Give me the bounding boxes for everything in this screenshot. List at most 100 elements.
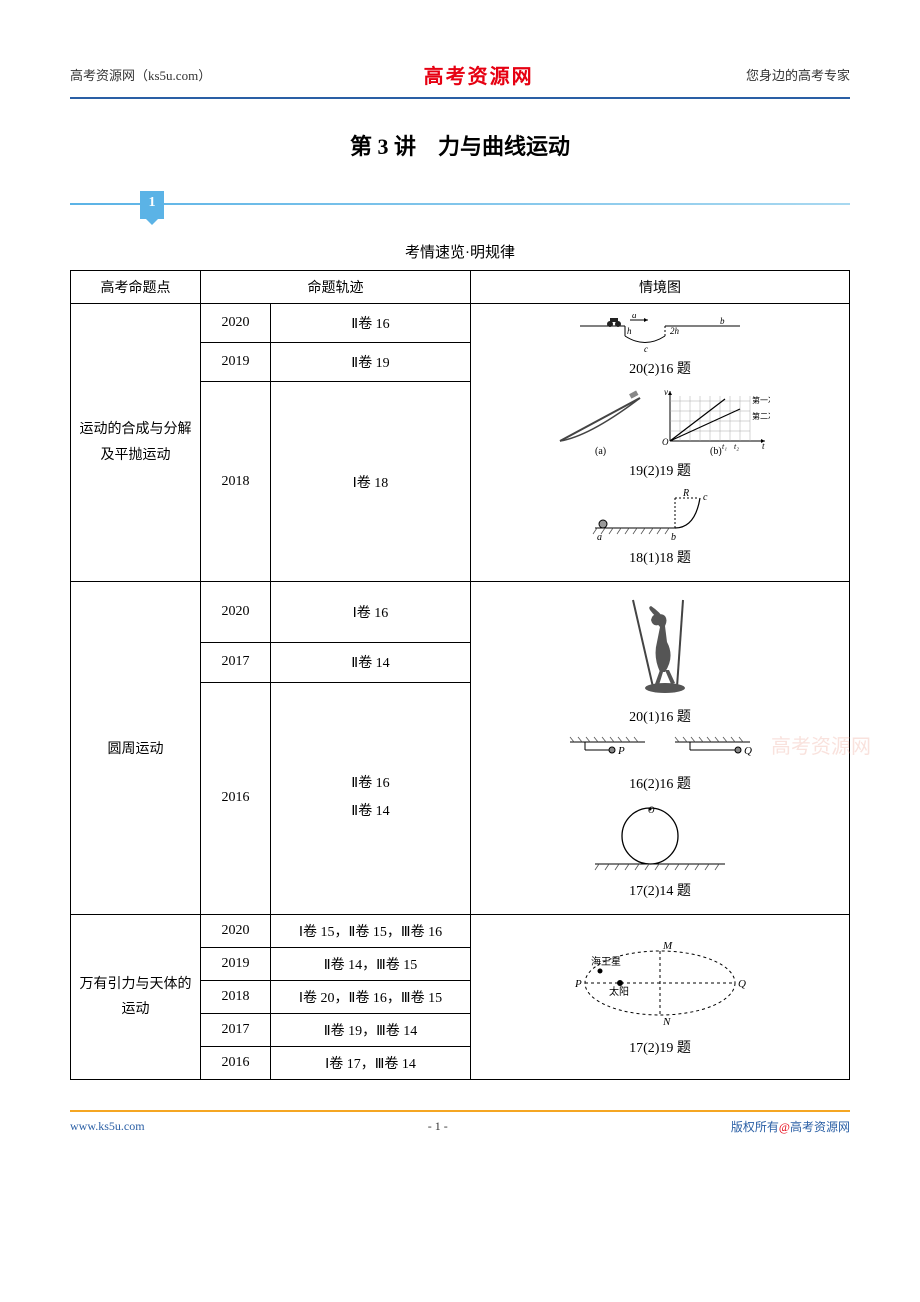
year-cell: 2019: [201, 948, 271, 981]
year-cell: 2016: [201, 1047, 271, 1080]
diagram-caption: 16(2)16 题: [479, 773, 841, 793]
label-line1: 第一次: [752, 395, 770, 405]
exam-trend-table: 高考命题点 命题轨迹 情境图 运动的合成与分解及平抛运动 2020 Ⅱ卷 16: [70, 270, 850, 1080]
trace-cell: Ⅱ卷 14: [271, 642, 471, 682]
label-b: b: [720, 316, 725, 326]
trace-cell: Ⅰ卷 16: [271, 582, 471, 643]
diagram-caption: 18(1)18 题: [479, 547, 841, 567]
label-v: v: [664, 387, 668, 397]
diagram-cell: 海王星 太阳 P Q M N 17(2)19 题: [471, 915, 850, 1080]
label-a: a: [632, 314, 637, 320]
label-M: M: [662, 940, 673, 952]
label-c: c: [644, 344, 648, 354]
year-cell: 2019: [201, 343, 271, 382]
year-cell: 2018: [201, 382, 271, 582]
circle-ground-svg: O: [585, 801, 735, 876]
page-footer: www.ks5u.com - 1 - 版权所有@高考资源网: [70, 1110, 850, 1135]
watermark: 高考资源网: [771, 730, 871, 759]
label-a: a: [597, 532, 602, 543]
diagram-caption: 19(2)19 题: [479, 460, 841, 480]
year-cell: 2017: [201, 1014, 271, 1047]
trace-cell: Ⅰ卷 20，Ⅱ卷 16，Ⅲ卷 15: [271, 981, 471, 1014]
girl-swing-svg: [605, 592, 715, 702]
table-row: 运动的合成与分解及平抛运动 2020 Ⅱ卷 16: [71, 304, 850, 343]
footer-copyright: 版权所有@高考资源网: [731, 1118, 850, 1135]
page-header: 高考资源网（ks5u.com） 高考资源网 您身边的高考专家: [70, 60, 850, 99]
step-marker: 1: [70, 191, 850, 231]
footer-url: www.ks5u.com: [70, 1119, 145, 1134]
header-left-text: 高考资源网（ks5u.com）: [70, 65, 211, 84]
diagram-ceiling-pendulums: P Q 高考资源网 16(2)16 题: [479, 734, 841, 793]
label-t1: t₁: [722, 442, 727, 451]
label-O: O: [662, 437, 669, 447]
ramp-curve-svg: R c a b: [585, 488, 735, 543]
label-line2: 第二次: [752, 411, 770, 421]
footer-at-symbol: @: [779, 1120, 790, 1134]
label-b: b: [671, 532, 676, 543]
diagram-caption: 17(2)19 题: [479, 1037, 841, 1057]
step-line: [70, 203, 850, 205]
year-cell: 2020: [201, 582, 271, 643]
label-neptune: 海王星: [591, 955, 621, 968]
topic-cell: 运动的合成与分解及平抛运动: [71, 304, 201, 582]
trace-cell: Ⅰ卷 17，Ⅲ卷 14: [271, 1047, 471, 1080]
trace-cell: Ⅱ卷 19: [271, 343, 471, 382]
col-header-topic: 高考命题点: [71, 271, 201, 304]
table-header-row: 高考命题点 命题轨迹 情境图: [71, 271, 850, 304]
diagram-girl-swing: 20(1)16 题: [479, 592, 841, 726]
header-logo: 高考资源网: [424, 60, 534, 89]
label-c: c: [703, 492, 708, 503]
year-cell: 2020: [201, 915, 271, 948]
diagram-caption: 17(2)14 题: [479, 880, 841, 900]
motorcycle-pit-svg: a h 2h b c: [570, 314, 750, 354]
label-b-sub: (b): [710, 446, 722, 456]
footer-right-suffix: 高考资源网: [790, 1120, 850, 1134]
label-Q: Q: [744, 745, 752, 757]
year-cell: 2020: [201, 304, 271, 343]
diagram-ramp-curve: R c a b 18(1)18 题: [479, 488, 841, 567]
label-Q: Q: [738, 978, 746, 990]
incline-graph-svg: (a): [550, 386, 770, 456]
header-right-text: 您身边的高考专家: [746, 65, 850, 84]
label-N: N: [662, 1016, 671, 1028]
trace-cell: Ⅱ卷 14，Ⅲ卷 15: [271, 948, 471, 981]
ellipse-orbit-svg: 海王星 太阳 P Q M N: [565, 933, 755, 1033]
trace-cell: Ⅱ卷 16 Ⅱ卷 14: [271, 682, 471, 914]
footer-page-number: - 1 -: [428, 1119, 448, 1134]
table-row: 万有引力与天体的运动 2020 Ⅰ卷 15，Ⅱ卷 15，Ⅲ卷 16 海王星 太阳: [71, 915, 850, 948]
table-row: 圆周运动 2020 Ⅰ卷 16: [71, 582, 850, 643]
label-P: P: [574, 978, 582, 990]
topic-cell: 万有引力与天体的运动: [71, 915, 201, 1080]
trace-cell: Ⅱ卷 16: [271, 304, 471, 343]
diagram-incline-graph: (a): [479, 386, 841, 480]
trace-cell: Ⅰ卷 15，Ⅱ卷 15，Ⅲ卷 16: [271, 915, 471, 948]
diagram-caption: 20(1)16 题: [479, 706, 841, 726]
label-t: t: [762, 441, 765, 451]
trace-cell: Ⅱ卷 19，Ⅲ卷 14: [271, 1014, 471, 1047]
page-container: 高考资源网（ks5u.com） 高考资源网 您身边的高考专家 第 3 讲 力与曲…: [0, 0, 920, 1175]
year-cell: 2016: [201, 682, 271, 914]
topic-cell: 圆周运动: [71, 582, 201, 915]
footer-right-prefix: 版权所有: [731, 1120, 779, 1134]
label-a-sub: (a): [595, 446, 606, 456]
diagram-motorcycle-pit: a h 2h b c 20(2)16 题: [479, 314, 841, 378]
label-P: P: [617, 745, 625, 757]
col-header-diagram: 情境图: [471, 271, 850, 304]
section-subtitle: 考情速览·明规律: [70, 241, 850, 262]
trace-cell: Ⅰ卷 18: [271, 382, 471, 582]
diagram-circle-ground: O 17(2)14 题: [479, 801, 841, 900]
label-sun: 太阳: [609, 985, 629, 998]
diagram-caption: 20(2)16 题: [479, 358, 841, 378]
label-h2: 2h: [670, 326, 680, 336]
label-t2: t₂: [734, 442, 739, 451]
year-cell: 2017: [201, 642, 271, 682]
step-number-badge: 1: [140, 191, 164, 219]
diagram-ellipse-orbit: 海王星 太阳 P Q M N 17(2)19 题: [479, 933, 841, 1057]
label-R: R: [682, 488, 689, 499]
col-header-trace: 命题轨迹: [201, 271, 471, 304]
ceiling-pendulums-svg: P Q: [560, 734, 760, 769]
lesson-title: 第 3 讲 力与曲线运动: [70, 129, 850, 161]
label-h1: h: [627, 326, 632, 336]
diagram-cell: a h 2h b c 20(2)16 题: [471, 304, 850, 582]
diagram-cell: 20(1)16 题: [471, 582, 850, 915]
